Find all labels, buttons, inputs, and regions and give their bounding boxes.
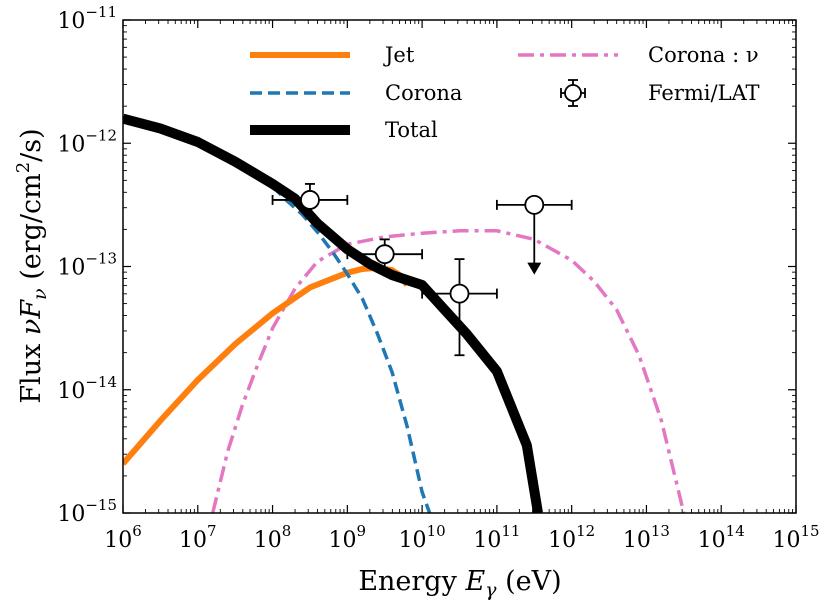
series-line-corona (271, 185, 432, 513)
series-line-corona-nu (210, 229, 686, 513)
x-tick-label: 1013 (623, 522, 670, 553)
legend-label-total: Total (385, 118, 438, 142)
y-tick-label: 10−13 (57, 250, 117, 281)
fermi-upper-limit (495, 194, 573, 275)
y-tick-label: 10−15 (57, 496, 117, 527)
fermi-point (346, 238, 424, 270)
legend-marker-fermi (560, 79, 586, 107)
x-tick-label: 1014 (698, 522, 745, 553)
x-tick-label: 108 (254, 522, 292, 553)
legend-label-fermi: Fermi/LAT (648, 81, 760, 105)
x-tick-label: 1010 (399, 522, 446, 553)
x-tick-label: 106 (104, 522, 142, 553)
curves-layer (123, 113, 686, 513)
x-axis-label: Energy Eγ (eV) (358, 566, 561, 601)
y-tick-label: 10−14 (57, 373, 117, 404)
plot-frame (122, 19, 797, 514)
fermi-point (271, 183, 349, 217)
legend-label-jet: Jet (383, 43, 415, 67)
series-line-total (123, 113, 543, 513)
legend: Jet Corona Total Corona : ν Fermi/LAT (250, 43, 760, 142)
legend-label-corona: Corona (385, 81, 462, 105)
legend-label-corona-nu: Corona : ν (648, 43, 759, 67)
x-tick-label: 1015 (772, 522, 819, 553)
fermi-points-layer (271, 183, 573, 357)
x-tick-label: 109 (329, 522, 367, 553)
x-tick-label: 107 (179, 522, 217, 553)
y-tick-label: 10−11 (57, 3, 117, 34)
x-tick-label: 1012 (548, 522, 595, 553)
y-axis-label: Flux νFν (erg/cm2/s) (13, 128, 51, 403)
y-tick-label: 10−12 (57, 126, 117, 157)
x-tick-label: 1011 (473, 522, 520, 553)
fermi-point (421, 258, 498, 357)
